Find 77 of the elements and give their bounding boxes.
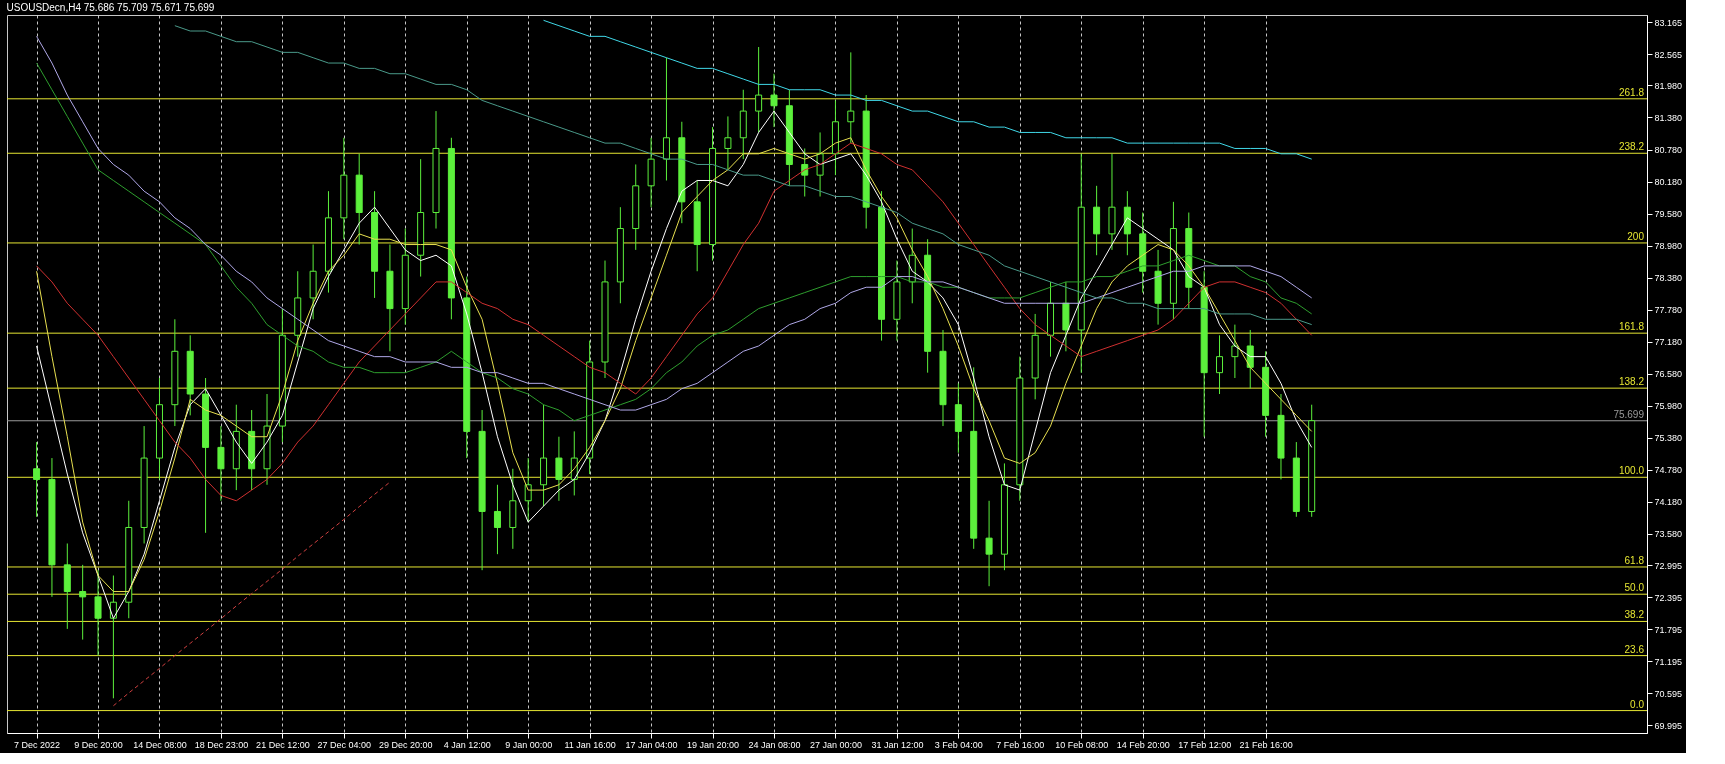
x-tick-label: 7 Dec 2022 (14, 739, 61, 750)
candlestick (33, 441, 41, 518)
annotation: 261.8 (1618, 86, 1645, 98)
y-tick-label: 75.980 (1654, 401, 1683, 412)
y-tick-label: 77.180 (1654, 337, 1683, 348)
annotation: 50.0 (1624, 582, 1645, 594)
y-tick-label: 71.195 (1654, 656, 1683, 667)
candlestick (79, 564, 87, 641)
x-tick-label: 18 Dec 23:00 (194, 739, 249, 750)
candlestick (724, 115, 732, 171)
annotation: 38.2 (1624, 609, 1645, 621)
x-tick-label: 4 Jan 12:00 (443, 739, 491, 750)
y-tick-label: 74.780 (1654, 465, 1683, 476)
candlestick (1216, 334, 1224, 395)
y-tick-label: 80.180 (1654, 177, 1683, 188)
y-tick-label: 71.795 (1654, 624, 1683, 635)
annotation: 138.2 (1618, 376, 1645, 388)
y-tick-label: 74.180 (1654, 497, 1683, 508)
annotation: 161.8 (1618, 321, 1645, 333)
line-series (112, 481, 391, 707)
y-tick-label: 69.995 (1654, 720, 1683, 731)
x-tick-label: 14 Dec 08:00 (133, 739, 187, 750)
x-tick-label: 21 Feb 16:00 (1239, 739, 1293, 750)
x-tick-label: 29 Dec 20:00 (379, 739, 433, 750)
candlestick (555, 436, 563, 502)
x-tick-label: 17 Jan 04:00 (625, 739, 678, 750)
annotation: 0.0 (1630, 698, 1645, 710)
candlestick (801, 147, 809, 197)
x-tick-label: 27 Jan 00:00 (809, 739, 862, 750)
candlestick (662, 57, 670, 181)
candlestick (755, 46, 763, 133)
line-series (543, 19, 1313, 160)
candlestick (847, 51, 855, 144)
x-tick-label: 19 Jan 20:00 (687, 739, 740, 750)
y-tick-label: 77.780 (1654, 305, 1683, 316)
x-tick-label: 11 Jan 16:00 (564, 739, 616, 750)
x-tick-label: 31 Jan 12:00 (871, 739, 924, 750)
candlestick (217, 425, 225, 502)
y-tick-label: 72.995 (1654, 560, 1683, 571)
x-tick-label: 3 Feb 04:00 (934, 739, 983, 750)
x-tick-label: 24 Jan 08:00 (748, 739, 801, 750)
candlestick (770, 73, 778, 128)
y-tick-label: 79.580 (1654, 209, 1683, 220)
x-tick-label: 17 Feb 12:00 (1178, 739, 1232, 750)
y-tick-label: 75.380 (1654, 433, 1683, 444)
candlestick (985, 500, 993, 587)
candlestick (94, 569, 102, 657)
y-tick-label: 80.780 (1654, 145, 1683, 156)
x-tick-label: 9 Jan 00:00 (505, 739, 553, 750)
y-tick-label: 70.595 (1654, 688, 1683, 699)
x-tick-label: 14 Feb 20:00 (1116, 739, 1170, 750)
y-tick-label: 78.980 (1654, 241, 1683, 252)
candlestick (1246, 329, 1254, 390)
y-tick-label: 78.380 (1654, 273, 1683, 284)
chart-title: USOUSDecn,H4 75.686 75.709 75.671 75.699 (6, 2, 215, 13)
annotation: 100.0 (1618, 465, 1645, 477)
y-tick-label: 73.580 (1654, 529, 1683, 540)
line-series (36, 142, 1313, 502)
candlestick (493, 484, 501, 555)
candlestick (1231, 324, 1239, 379)
x-tick-label: 9 Dec 20:00 (74, 739, 123, 750)
y-tick-label: 72.395 (1654, 592, 1683, 603)
line-series (174, 25, 1313, 326)
annotation: 200 (1627, 230, 1645, 242)
annotation: 238.2 (1618, 141, 1645, 153)
x-tick-label: 27 Dec 04:00 (317, 739, 372, 750)
y-tick-label: 81.980 (1654, 80, 1683, 91)
x-tick-label: 10 Feb 08:00 (1055, 739, 1109, 750)
annotation: 61.8 (1624, 554, 1645, 566)
y-tick-label: 83.165 (1654, 17, 1683, 28)
annotation: 23.6 (1624, 643, 1645, 655)
x-tick-label: 7 Feb 16:00 (996, 739, 1045, 750)
y-tick-label: 81.380 (1654, 113, 1683, 123)
y-tick-label: 76.580 (1654, 369, 1683, 380)
ref-line-label: 75.699 (1613, 408, 1645, 420)
x-tick-label: 21 Dec 12:00 (256, 739, 310, 750)
y-tick-label: 82.565 (1654, 49, 1683, 60)
